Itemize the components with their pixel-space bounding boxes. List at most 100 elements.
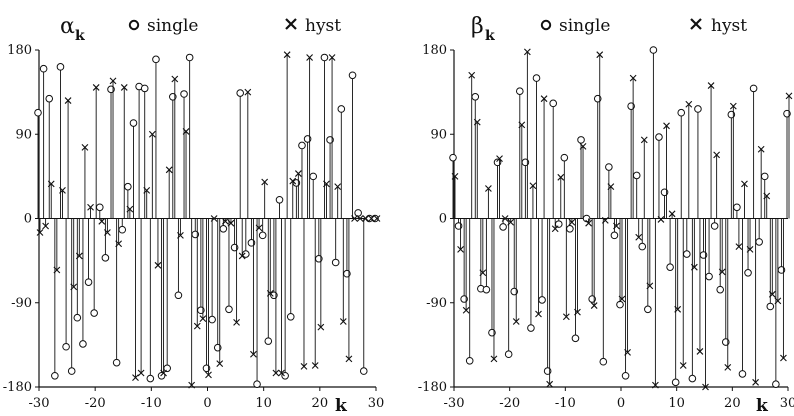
alpha-single-point — [124, 182, 132, 191]
alpha-hyst-point — [171, 75, 179, 83]
alpha-hyst-point — [42, 222, 50, 230]
alpha-hyst-point-stroke — [289, 177, 297, 185]
beta-x-tick-label: 20 — [724, 396, 741, 411]
alpha-single-point — [34, 108, 42, 117]
beta-hyst-point — [551, 225, 559, 233]
beta-single-point — [632, 171, 641, 180]
alpha-hyst-point — [306, 54, 313, 61]
beta-hyst-point-stroke — [624, 348, 631, 356]
beta-single-point — [749, 84, 758, 93]
beta-hyst-point — [707, 82, 715, 89]
alpha-single-point — [174, 291, 183, 300]
beta-hyst-point — [462, 306, 470, 314]
alpha-hyst-point-stroke — [367, 215, 375, 222]
alpha-single-point — [157, 371, 166, 380]
alpha-hyst-point — [238, 252, 246, 260]
beta-hyst-point-stroke — [568, 218, 576, 226]
beta-single-point — [772, 380, 780, 388]
alpha-hyst-point-stroke — [244, 88, 252, 96]
beta-single-point — [683, 250, 691, 258]
alpha-hyst-point — [104, 229, 111, 236]
beta-hyst-point-stroke — [707, 82, 715, 89]
alpha-hyst-point-stroke — [137, 369, 145, 377]
beta-hyst-point — [663, 122, 670, 130]
beta-hyst-point-stroke — [729, 102, 737, 110]
beta-hyst-point — [763, 192, 771, 200]
beta-legend-cross-marker — [690, 18, 702, 30]
beta-hyst-point — [735, 243, 743, 250]
beta-hyst-point — [741, 180, 748, 188]
alpha-hyst-point-stroke — [154, 261, 162, 269]
alpha-hyst-point — [199, 315, 207, 323]
beta-legend-circle-marker — [540, 19, 552, 31]
alpha-single-point — [112, 358, 121, 367]
alpha-single-point — [264, 337, 273, 345]
alpha-y-tick-label: -90 — [11, 296, 32, 311]
alpha-x-tick-label: -20 — [85, 396, 106, 411]
beta-hyst-point-stroke — [490, 355, 498, 363]
alpha-single-point — [286, 312, 295, 321]
beta-hyst-point-stroke — [451, 172, 459, 180]
beta-x-tick-label: 0 — [617, 396, 625, 411]
alpha-hyst-point — [216, 360, 224, 367]
beta-hyst-point-stroke — [574, 308, 581, 316]
alpha-panel: α k single hyst k 180 90 0 -90 -180-30 -20 -10… — [3, 14, 384, 416]
alpha-hyst-point-stroke — [182, 128, 190, 135]
alpha-hyst-point-stroke — [272, 369, 280, 377]
beta-hyst-point — [668, 210, 676, 218]
beta-hyst-point-stroke — [646, 282, 654, 290]
alpha-single-point — [90, 309, 98, 317]
beta-hyst-point — [757, 145, 765, 153]
alpha-x-tick-label: 20 — [312, 396, 329, 411]
alpha-legend-single-label: single — [147, 16, 199, 36]
beta-single-point — [733, 203, 741, 212]
alpha-single-point — [79, 340, 87, 348]
alpha-hyst-point — [362, 215, 370, 222]
beta-hyst-point-stroke — [596, 51, 604, 59]
alpha-hyst-point-stroke — [171, 75, 179, 83]
beta-hyst-point — [507, 218, 515, 226]
alpha-y-tick-label: 0 — [24, 212, 32, 227]
alpha-hyst-point-stroke — [362, 215, 370, 222]
alpha-hyst-point-stroke — [59, 187, 66, 194]
alpha-hyst-point-stroke — [250, 350, 257, 358]
alpha-hyst-point-stroke — [98, 217, 106, 225]
beta-hyst-point — [596, 51, 604, 59]
beta-hyst-point — [585, 219, 592, 227]
alpha-single-point — [359, 367, 368, 375]
alpha-hyst-point-stroke — [193, 322, 201, 330]
beta-hyst-point — [635, 233, 643, 241]
alpha-y-tick-label: 180 — [7, 43, 32, 58]
beta-hyst-point-stroke — [757, 145, 765, 153]
beta-single-point — [571, 334, 580, 343]
beta-hyst-point-stroke — [674, 305, 682, 313]
alpha-title-symbol: α — [60, 14, 75, 39]
beta-hyst-point-stroke — [618, 295, 626, 303]
alpha-hyst-point — [98, 217, 106, 225]
beta-hyst-point-stroke — [512, 318, 520, 325]
alpha-hyst-point-stroke — [339, 318, 347, 325]
beta-hyst-point — [512, 318, 520, 325]
beta-hyst-point — [785, 92, 793, 100]
beta-hyst-point-stroke — [685, 100, 693, 108]
beta-hyst-point-stroke — [607, 183, 615, 191]
beta-hyst-point — [690, 263, 698, 271]
alpha-hyst-point-stroke — [255, 224, 263, 232]
alpha-hyst-point-stroke — [233, 319, 240, 326]
beta-hyst-point-stroke — [679, 362, 687, 369]
alpha-x-tick-label: 10 — [255, 396, 272, 411]
beta-hyst-point-stroke — [668, 210, 676, 218]
beta-hyst-point — [780, 354, 787, 362]
beta-hyst-point — [557, 173, 565, 181]
beta-hyst-point — [679, 362, 687, 369]
beta-x-tick-label: 30 — [780, 396, 794, 411]
beta-hyst-point-stroke — [501, 215, 509, 222]
alpha-hyst-point-stroke — [221, 217, 229, 225]
beta-hyst-point — [702, 383, 709, 391]
alpha-hyst-point-stroke — [356, 215, 364, 222]
alpha-hyst-point-stroke — [323, 180, 330, 188]
beta-hyst-point — [652, 381, 659, 389]
alpha-hyst-point — [221, 217, 229, 225]
alpha-hyst-point — [177, 231, 184, 239]
alpha-hyst-point-stroke — [42, 222, 50, 230]
